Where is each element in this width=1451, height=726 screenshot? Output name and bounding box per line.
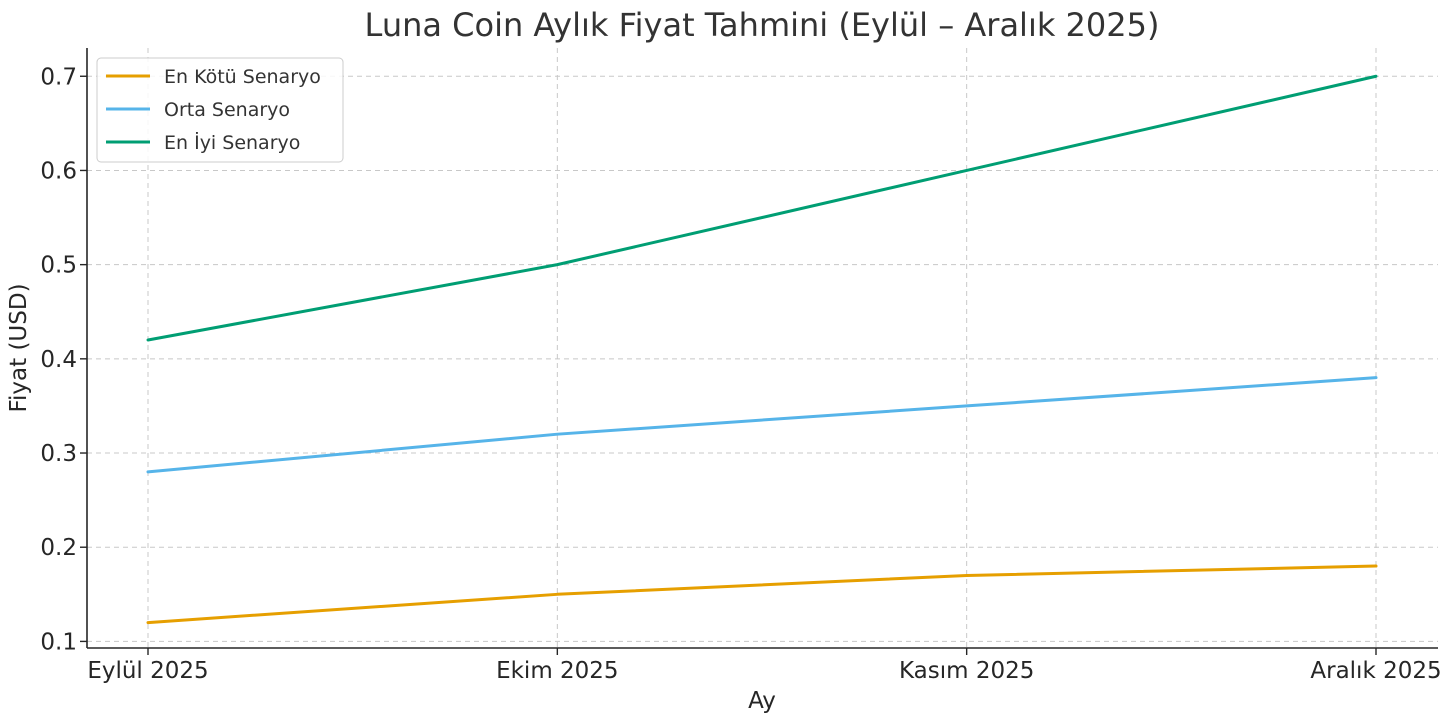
legend-box bbox=[96, 57, 344, 163]
x-tick-label: Aralık 2025 bbox=[1310, 658, 1441, 684]
axes-frame bbox=[86, 48, 1438, 649]
series-lines bbox=[146, 74, 1378, 625]
y-tick-label: 0.6 bbox=[40, 158, 77, 184]
x-tick-label: Kasım 2025 bbox=[899, 658, 1034, 684]
y-tick-label: 0.5 bbox=[40, 253, 77, 279]
x-tick-label: Ekim 2025 bbox=[496, 658, 619, 684]
y-tick-label: 0.2 bbox=[40, 535, 77, 561]
y-tick-label: 0.1 bbox=[40, 629, 77, 655]
x-axis-ticks: Eylül 2025 Ekim 2025 Kasım 2025 Aralık 2025 bbox=[87, 648, 1442, 684]
series-line-1 bbox=[146, 376, 1378, 474]
y-tick-label: 0.7 bbox=[40, 64, 77, 90]
legend-label: Orta Senaryo bbox=[164, 99, 290, 121]
x-axis-label: Ay bbox=[748, 688, 776, 714]
legend-label: En İyi Senaryo bbox=[164, 131, 300, 154]
legend-label: En Kötü Senaryo bbox=[164, 66, 321, 88]
x-tick-label: Eylül 2025 bbox=[87, 658, 208, 684]
y-axis-label: Fiyat (USD) bbox=[6, 283, 32, 412]
series-line-0 bbox=[146, 564, 1378, 625]
chart-title: Luna Coin Aylık Fiyat Tahmini (Eylül – A… bbox=[365, 6, 1160, 44]
legend: En Kötü Senaryo Orta Senaryo En İyi Senary… bbox=[96, 57, 344, 163]
y-tick-label: 0.4 bbox=[40, 347, 77, 373]
y-tick-label: 0.3 bbox=[40, 441, 77, 467]
series-line-2 bbox=[146, 74, 1378, 342]
y-axis-ticks: 0.1 0.2 0.3 0.4 0.5 0.6 0.7 bbox=[40, 64, 87, 655]
